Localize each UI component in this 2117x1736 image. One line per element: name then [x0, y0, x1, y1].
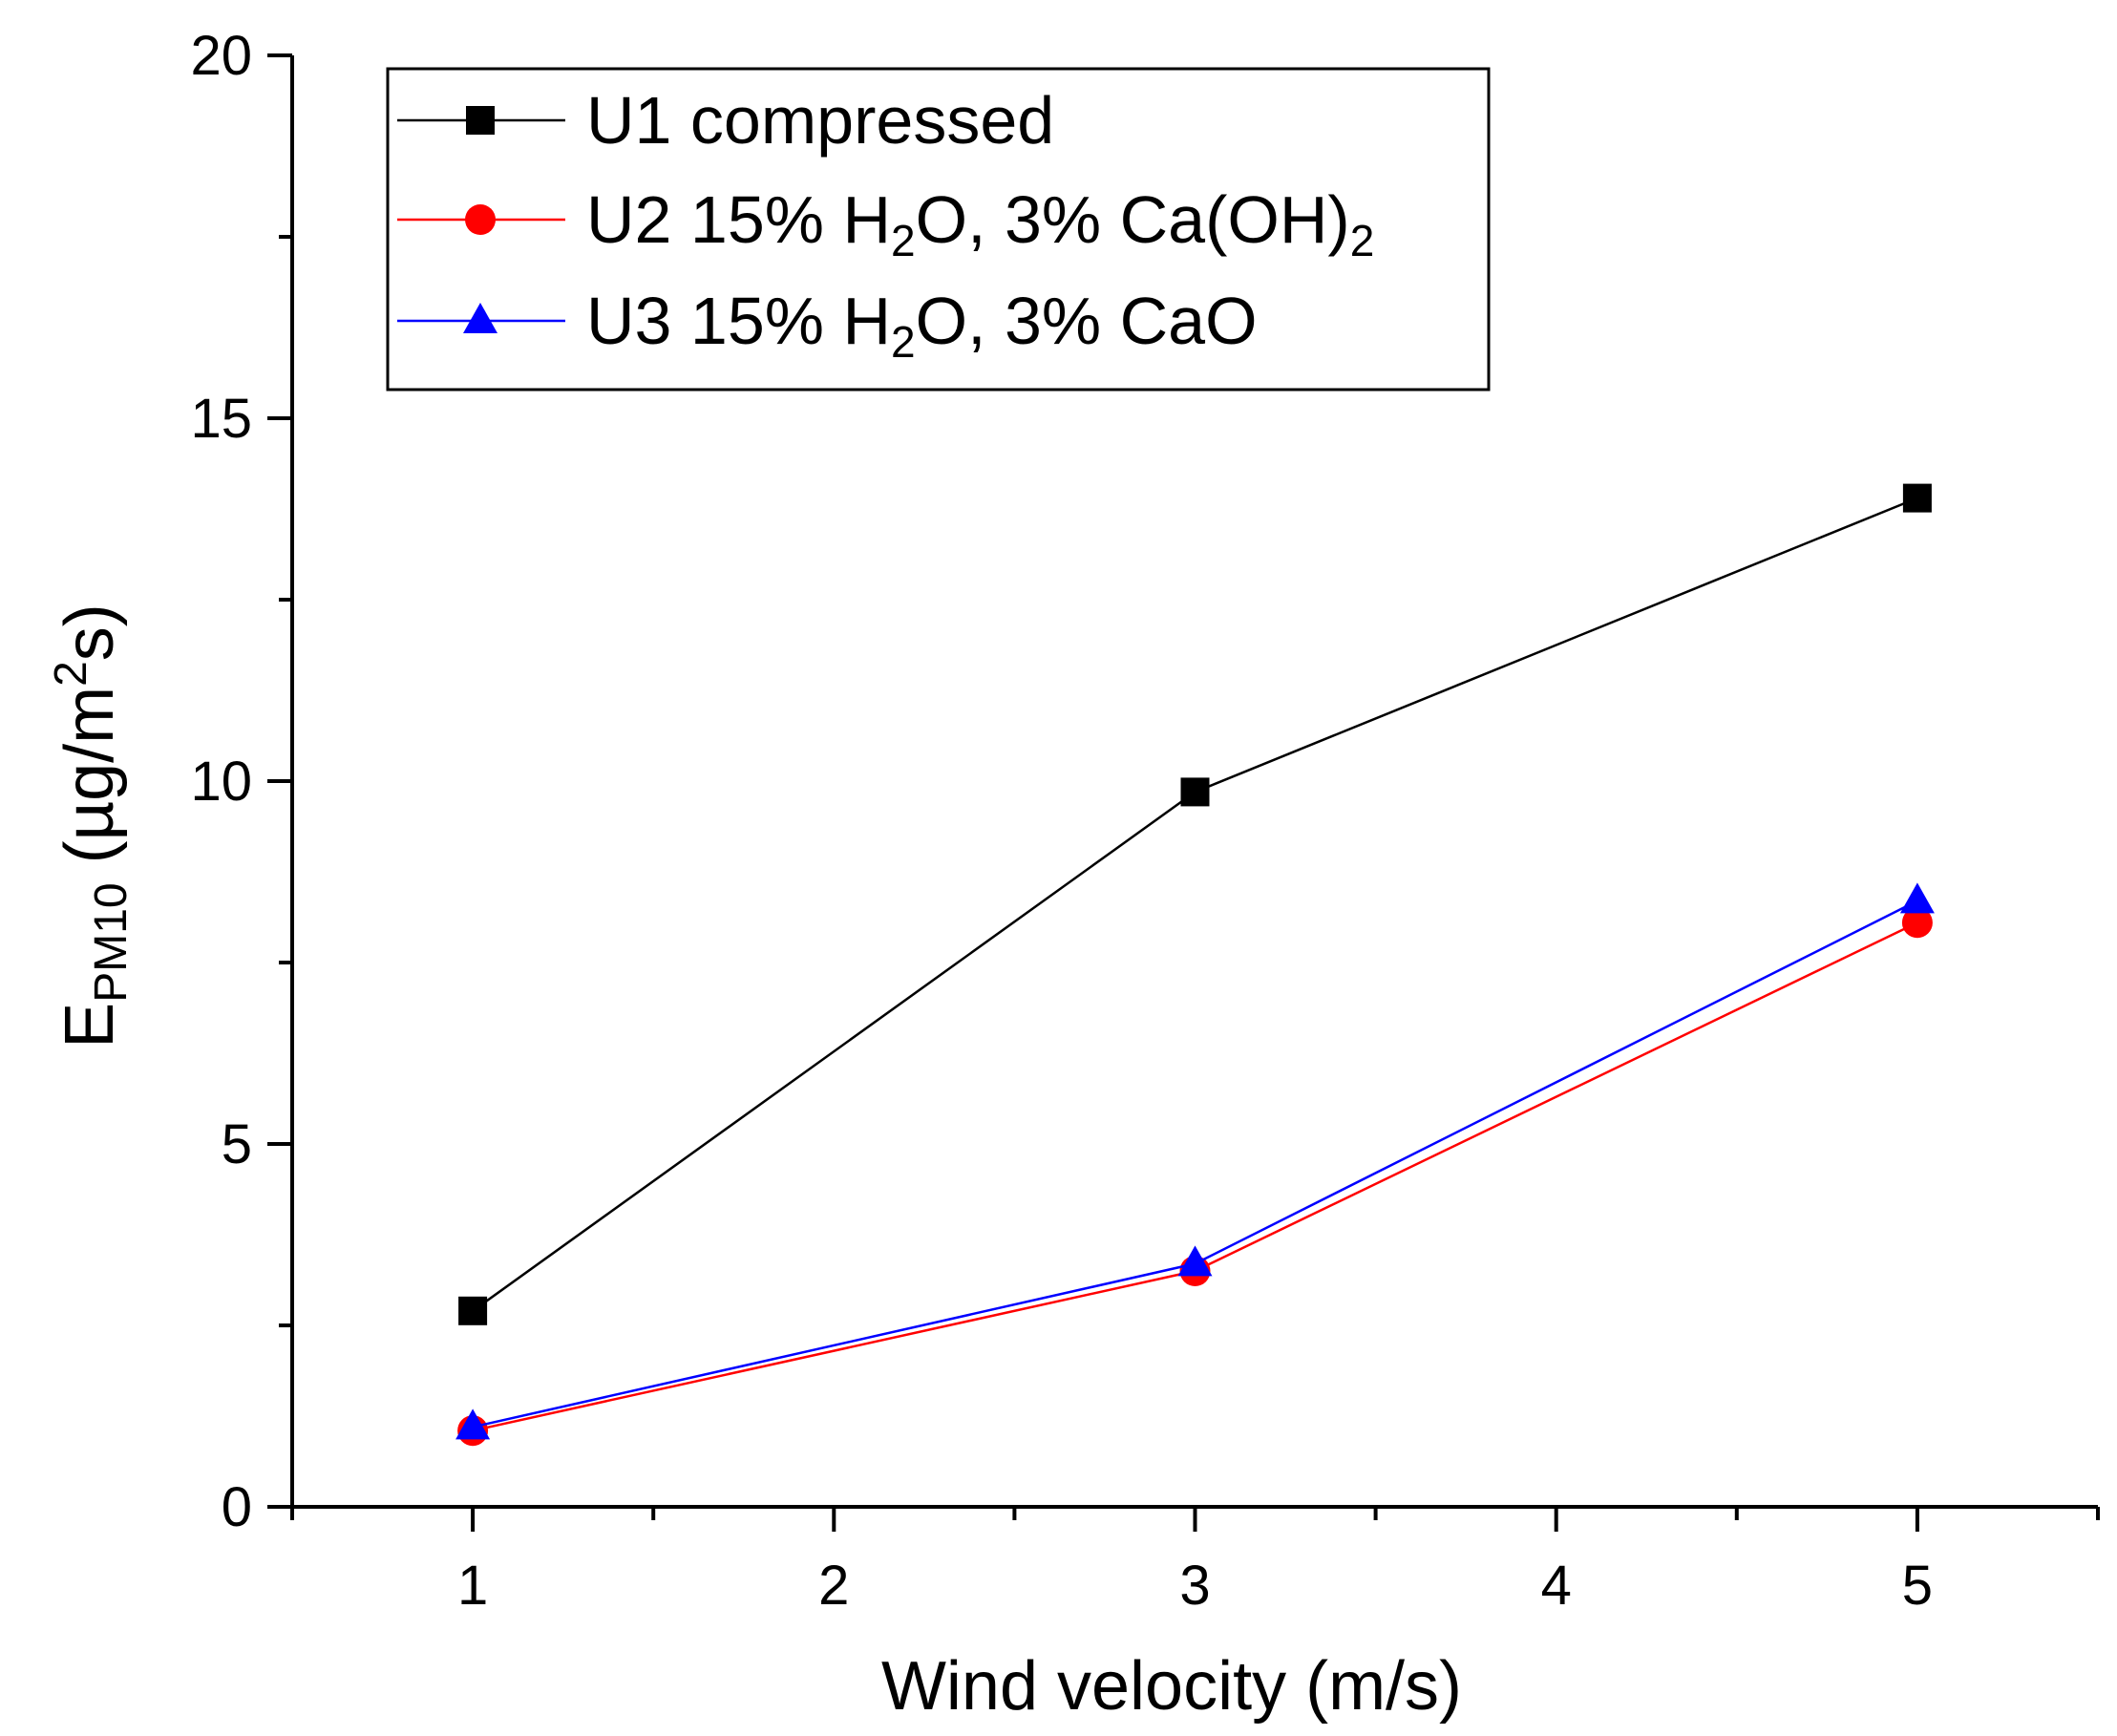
x-tick-label: 2	[818, 1555, 849, 1617]
x-axis-label: Wind velocity (m/s)	[881, 1648, 1462, 1725]
series-3	[455, 882, 1935, 1440]
x-tick-label: 3	[1179, 1555, 1210, 1617]
series-1	[458, 483, 1932, 1325]
legend-item: U1 compressed	[397, 83, 1054, 158]
y-axis-label: EPM10 (µg/m2s)	[46, 603, 137, 1048]
series-line	[472, 921, 1918, 1432]
legend-marker	[466, 106, 495, 135]
y-axis-label-units: (µg/m	[52, 687, 128, 883]
legend-label: U1 compressed	[586, 83, 1054, 158]
series-line	[472, 497, 1918, 1312]
legend-label-subscript: 2	[1350, 216, 1375, 265]
y-tick-label: 5	[222, 1113, 252, 1175]
legend-label-subscript: 2	[891, 317, 916, 367]
data-point	[458, 1296, 488, 1325]
series-2	[457, 907, 1933, 1447]
data-point	[1899, 882, 1935, 914]
legend-label-part: U2 15% H	[586, 182, 891, 257]
axes: 0 5 10 15 20 1 2 3 4 5	[190, 25, 2100, 1617]
legend-label-part: U1 compressed	[586, 83, 1054, 158]
legend-item: U2 15% H2O, 3% Ca(OH)2	[397, 182, 1374, 265]
series-layer	[455, 483, 1935, 1447]
x-tick-label: 1	[457, 1555, 488, 1617]
x-tick-label: 4	[1541, 1555, 1572, 1617]
data-point	[1180, 777, 1210, 807]
legend-item: U3 15% H2O, 3% CaO	[397, 284, 1258, 367]
y-axis-label-superscript: 2	[46, 661, 96, 687]
legend-label-part: U3 15% H	[586, 284, 891, 358]
legend-label-part: O, 3% Ca(OH)	[916, 182, 1350, 257]
y-axis-label-units-end: s)	[52, 603, 128, 661]
data-point	[1177, 1245, 1213, 1277]
legend-label-part: O, 3% CaO	[916, 284, 1258, 358]
data-point	[1902, 483, 1932, 513]
y-tick-label: 10	[190, 751, 252, 813]
data-point	[455, 1408, 491, 1440]
y-tick-label: 15	[190, 388, 252, 450]
legend-label-subscript: 2	[891, 216, 916, 265]
legend-label: U3 15% H2O, 3% CaO	[586, 284, 1258, 367]
y-tick-label: 0	[222, 1476, 252, 1538]
y-axis-label-subscript: PM10	[86, 882, 137, 1002]
x-tick-label: 5	[1902, 1555, 1933, 1617]
legend-marker	[463, 303, 497, 333]
legend-marker	[465, 204, 496, 235]
data-point	[1901, 907, 1933, 939]
y-axis-label-main: E	[52, 1003, 128, 1048]
legend-label: U2 15% H2O, 3% Ca(OH)2	[586, 182, 1374, 265]
legend-box	[386, 67, 1491, 392]
y-tick-label: 20	[190, 25, 252, 87]
series-line	[472, 900, 1918, 1429]
